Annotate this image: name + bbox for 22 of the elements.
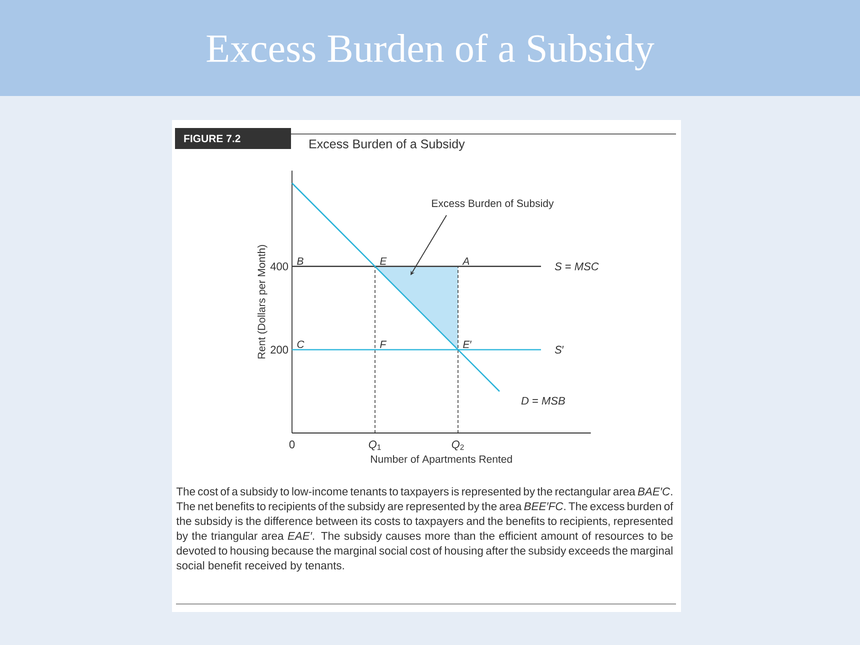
annotation: E bbox=[380, 257, 387, 265]
annotation: E′ bbox=[463, 340, 472, 348]
annotation: A bbox=[462, 257, 470, 265]
x-tick-label: Q$_{2}$ bbox=[452, 440, 464, 450]
chart-title: Excess Burden of a Subsidy bbox=[206, 34, 654, 70]
annotation: B bbox=[297, 257, 304, 265]
chart-subtitle: Excess Burden of a Subsidy bbox=[310, 139, 465, 151]
x-tick-label: Q$_{1}$ bbox=[368, 440, 381, 450]
y-tick-label: 400 bbox=[270, 262, 288, 270]
caption: FIGURE 7.2 bbox=[184, 134, 240, 142]
annotation: F bbox=[380, 340, 387, 348]
series-label: S = MSC bbox=[554, 262, 599, 270]
series-label: S′ bbox=[554, 346, 564, 354]
text: The cost of a subsidy to low-income tenants to taxpayers is represented by the rectangular area BAE′C. The net benefits to recipients of the subsidy are represented by the area BEE′FC. The excess burden of the subsidy is the difference between its costs to taxpayers and the benefits to recipients, represented by the triangular area EAE′. The subsidy causes more than the efficient amount of resources to be devoted to housing because the marginal social cost of housing after the subsidy exceeds the marginal social benefit received by tenants. bbox=[176, 487, 674, 572]
y-tick-label: 200 bbox=[270, 346, 288, 354]
x-tick-label: 0 bbox=[289, 440, 295, 448]
y-axis-title: Rent (Dollars per Month) bbox=[258, 245, 268, 358]
text: D = MSB bbox=[521, 396, 565, 405]
x-axis-title: Number of Apartments Rented bbox=[371, 455, 512, 465]
annotation: Excess Burden of Subsidy bbox=[432, 199, 554, 210]
line-series bbox=[291, 182, 500, 392]
annotation: C bbox=[297, 340, 304, 348]
